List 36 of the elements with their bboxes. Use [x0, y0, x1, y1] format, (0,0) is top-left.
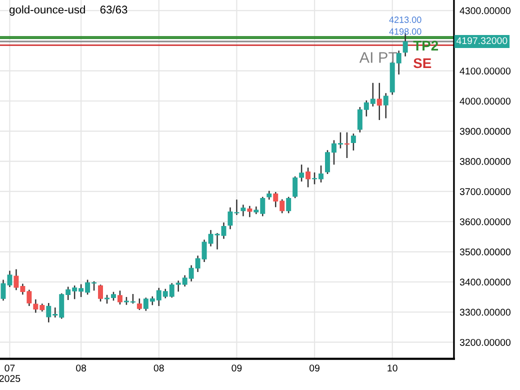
candlestick	[402, 33, 408, 56]
candlestick	[376, 82, 382, 120]
candlestick	[247, 206, 252, 218]
candlestick	[98, 284, 104, 302]
chart-title: gold-ounce-usd	[10, 5, 85, 16]
annotation: 4213.00	[389, 16, 422, 23]
candlestick	[136, 298, 142, 310]
y-tick-label: 4000.00000	[460, 98, 510, 105]
candlestick	[383, 93, 388, 118]
candlestick	[344, 132, 350, 158]
ref-line-label: SE	[414, 58, 432, 68]
ref-line-label: 4197.32000	[456, 37, 508, 44]
y-tick-label: 3900.00000	[460, 128, 510, 135]
y-tick-label: 3700.00000	[460, 188, 510, 196]
candlestick	[117, 290, 122, 305]
candlestick	[286, 196, 292, 214]
y-tick-label: 3300.00000	[460, 308, 510, 316]
candlestick	[240, 204, 246, 216]
chart-subtitle: 63/63	[100, 5, 128, 14]
y-tick-label: 3200.00000	[460, 338, 510, 346]
x-tick-label: 09	[310, 364, 320, 372]
candlestick	[306, 168, 311, 188]
candlestick	[299, 164, 304, 182]
annotation: 4198.00	[389, 28, 422, 35]
candlestick	[350, 134, 356, 150]
candlestick	[292, 176, 298, 198]
x-tick-label: 09	[232, 364, 242, 372]
y-tick-label: 3800.00000	[460, 158, 510, 165]
y-tick-label: 4100.00000	[460, 68, 510, 74]
y-tick-label: 3400.00000	[460, 278, 510, 286]
x-tick-label: 08	[154, 364, 164, 372]
x-tick-label: 08	[76, 364, 86, 372]
y-tick-label: 3500.00000	[460, 248, 510, 256]
y-tick-label: 3600.00000	[460, 218, 510, 226]
y-tick-label: 4300.00000	[460, 7, 510, 14]
x-tick-label: 10	[388, 364, 398, 372]
